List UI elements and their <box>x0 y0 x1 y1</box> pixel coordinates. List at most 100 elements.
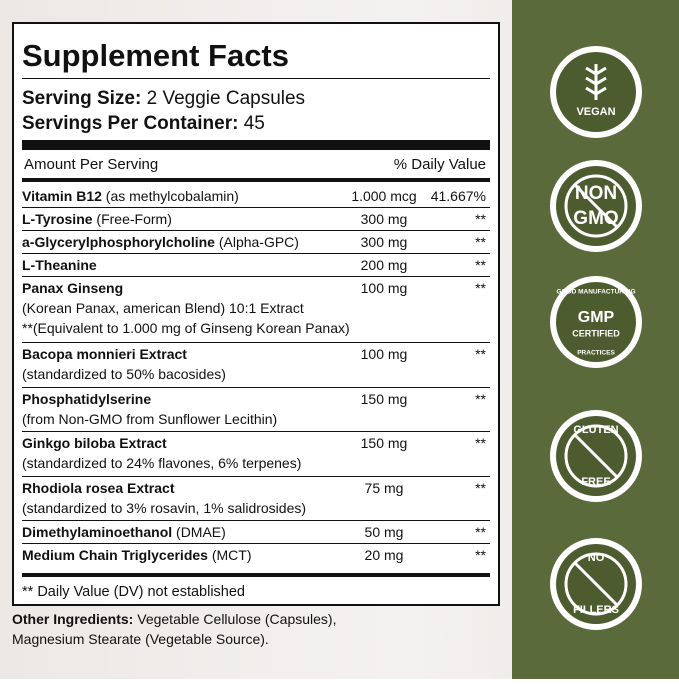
row-name: a-Glycerylphosphorylcholine (Alpha-GPC) <box>22 234 299 250</box>
ingredient-name: L-Tyrosine <box>22 211 93 227</box>
row-rule <box>22 475 490 477</box>
badges: VEGAN NON GMO GOOD MANUFACTURING GMP CERTIFIE… <box>550 46 642 630</box>
amount: 75 mg <box>364 479 404 496</box>
row-rule <box>22 276 490 277</box>
row-name: Medium Chain Triglycerides (MCT) <box>22 547 251 563</box>
badge-text: NON <box>575 183 617 204</box>
ingredient-note: (DMAE) <box>176 524 226 540</box>
ingredient-note: (as methylcobalamin) <box>105 188 239 204</box>
ingredient-name: Panax Ginseng <box>22 280 124 296</box>
badge-slash <box>573 561 619 607</box>
badge-text: GMO <box>573 208 618 229</box>
row-name: Phosphatidylserine <box>22 391 151 407</box>
daily-value: ** <box>475 257 486 273</box>
ingredient-name: Dimethylaminoethanol <box>22 524 173 540</box>
daily-value: ** <box>475 479 486 496</box>
ingredient-name: Phosphatidylserine <box>22 390 152 407</box>
badge-icon <box>585 64 607 100</box>
serving-size-label: Serving Size: <box>22 88 142 109</box>
badge-slash <box>573 433 619 479</box>
daily-value: ** <box>475 211 486 227</box>
dv-header: % Daily Value <box>393 156 486 173</box>
other-line: Magnesium Stearate (Vegetable Source). <box>12 631 269 647</box>
footnote: ** Daily Value (DV) not established <box>22 584 245 600</box>
amount: 1.000 mcg <box>351 188 417 204</box>
ingredient-name: L-Theanine <box>22 257 97 273</box>
daily-value: 41.667% <box>430 188 486 204</box>
row-name: Panax Ginseng <box>22 280 123 296</box>
row-name: Dimethylaminoethanol (DMAE) <box>22 524 226 540</box>
badge-circle-icon <box>564 174 628 238</box>
row-rule <box>22 253 490 254</box>
ingredient-name: Ginkgo biloba Extract <box>22 435 167 451</box>
thick-rule <box>22 140 490 150</box>
amount: 100 mg <box>360 346 408 362</box>
facts-panel: Supplement Facts Serving Size: 2 Veggie … <box>12 22 500 606</box>
ingredient-name: Rhodiola rosea Extract <box>22 479 175 496</box>
badge-circle-icon <box>564 424 628 488</box>
other-line: Vegetable Cellulose (Capsules), <box>137 611 337 627</box>
badge-text: FILLERS <box>573 604 619 616</box>
ingredient-note: (Alpha-GPC) <box>218 234 299 250</box>
rule <box>22 78 490 79</box>
badge-text: GLUTEN <box>573 424 618 436</box>
other-ingredients: Other Ingredients: Vegetable Cellulose (… <box>12 611 336 627</box>
row-rule <box>22 207 490 208</box>
medium-rule <box>22 573 490 577</box>
amount-header: Amount Per Serving <box>24 156 159 173</box>
row-name: L-Theanine <box>22 257 97 273</box>
serving-size: Serving Size: 2 Veggie Capsules <box>22 88 305 110</box>
badge-circle-icon <box>564 552 628 616</box>
amount: 50 mg <box>364 524 404 540</box>
badge-slash <box>573 183 619 229</box>
row-name: Bacopa monnieri Extract <box>22 346 187 362</box>
amount: 150 mg <box>360 390 408 407</box>
ingredient-name: Medium Chain Triglycerides <box>22 547 208 563</box>
daily-value: ** <box>475 234 486 250</box>
ingredient-name: Bacopa monnieri Extract <box>22 346 187 362</box>
row-name: Rhodiola rosea Extract <box>22 480 175 496</box>
daily-value: ** <box>475 280 486 296</box>
row-rule <box>22 520 490 521</box>
other-label: Other Ingredients: <box>12 611 134 627</box>
badge-text: VEGAN <box>576 106 615 118</box>
ingredient-detail: (standardized to 3% rosavin, 1% salidros… <box>22 499 307 516</box>
badge-core <box>556 282 636 362</box>
servings-label: Servings Per Container: <box>22 113 239 134</box>
ingredient-detail: **(Equivalent to 1.000 mg of Ginseng Kor… <box>22 320 350 336</box>
title: Supplement Facts <box>22 38 289 73</box>
amount: 150 mg <box>360 435 408 451</box>
ingredient-note: (Free-Form) <box>96 211 172 227</box>
row-name: Ginkgo biloba Extract <box>22 435 167 451</box>
badge-text: PRACTICES <box>577 350 615 357</box>
row-rule <box>22 342 490 343</box>
badge-text: GMP <box>578 309 615 326</box>
daily-value: ** <box>475 547 486 563</box>
row-rule <box>22 386 490 388</box>
servings-per-container: Servings Per Container: 45 <box>22 113 265 135</box>
amount: 20 mg <box>364 547 404 563</box>
daily-value: ** <box>475 524 486 540</box>
ingredient-note: (MCT) <box>211 547 252 563</box>
serving-size-value: 2 Veggie Capsules <box>146 88 306 109</box>
ingredient-detail: (Korean Panax, american Blend) 10:1 Extr… <box>22 300 304 316</box>
badge-text: NO <box>588 552 605 564</box>
amount: 300 mg <box>360 234 408 250</box>
ingredient-detail: (standardized to 24% flavones, 6% terpen… <box>22 455 302 471</box>
row-name: L-Tyrosine (Free-Form) <box>22 211 172 227</box>
amount: 200 mg <box>360 257 408 273</box>
amount: 300 mg <box>360 211 408 227</box>
row-rule <box>22 230 490 231</box>
daily-value: ** <box>475 346 486 362</box>
ingredient-name: Vitamin B12 <box>22 188 102 204</box>
ingredient-name: a-Glycerylphosphorylcholine <box>22 234 215 250</box>
row-rule <box>22 431 490 432</box>
row-name: Vitamin B12 (as methylcobalamin) <box>22 188 239 204</box>
badge-text: FREE <box>581 476 610 488</box>
badge-panel: VEGAN NON GMO GOOD MANUFACTURING GMP CERTIFIE… <box>512 0 679 679</box>
servings-value: 45 <box>243 113 265 134</box>
badge-text: GOOD MANUFACTURING <box>556 289 635 296</box>
badge-text: CERTIFIED <box>572 328 620 338</box>
row-rule <box>22 543 490 544</box>
